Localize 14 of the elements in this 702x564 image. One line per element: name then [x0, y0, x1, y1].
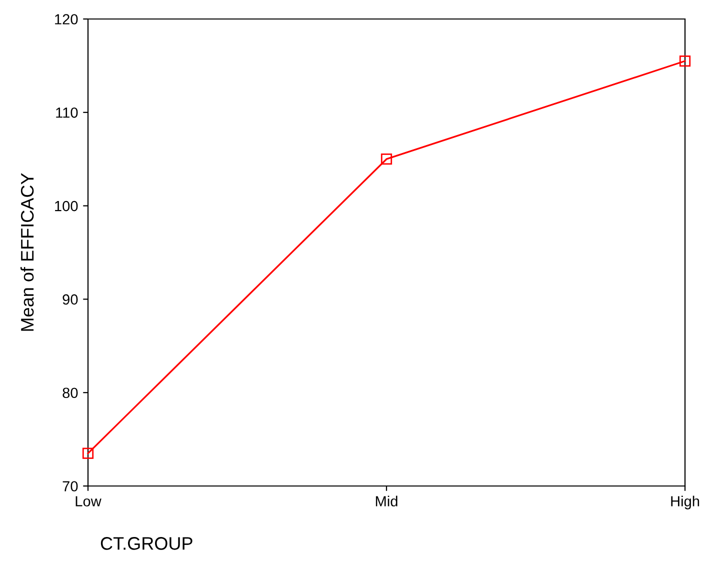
x-tick-label: Low	[76, 496, 102, 506]
x-tick-label: Mid	[376, 496, 398, 506]
y-tick-label: 100	[55, 200, 78, 212]
point	[82, 448, 94, 459]
y-tick-label: 80	[62, 388, 78, 398]
y-tick-label: 90	[62, 294, 78, 305]
y-axis-title: Mean of EFFICACY	[20, 173, 34, 331]
point	[679, 55, 691, 67]
x-tick-label: High	[671, 496, 700, 510]
y-tick-label: 120	[55, 14, 78, 24]
y-tick-label: 110	[56, 108, 78, 118]
point	[380, 154, 392, 165]
y-tick-label: 70	[62, 481, 78, 492]
x-axis-title: CT.GROUP	[100, 537, 192, 550]
